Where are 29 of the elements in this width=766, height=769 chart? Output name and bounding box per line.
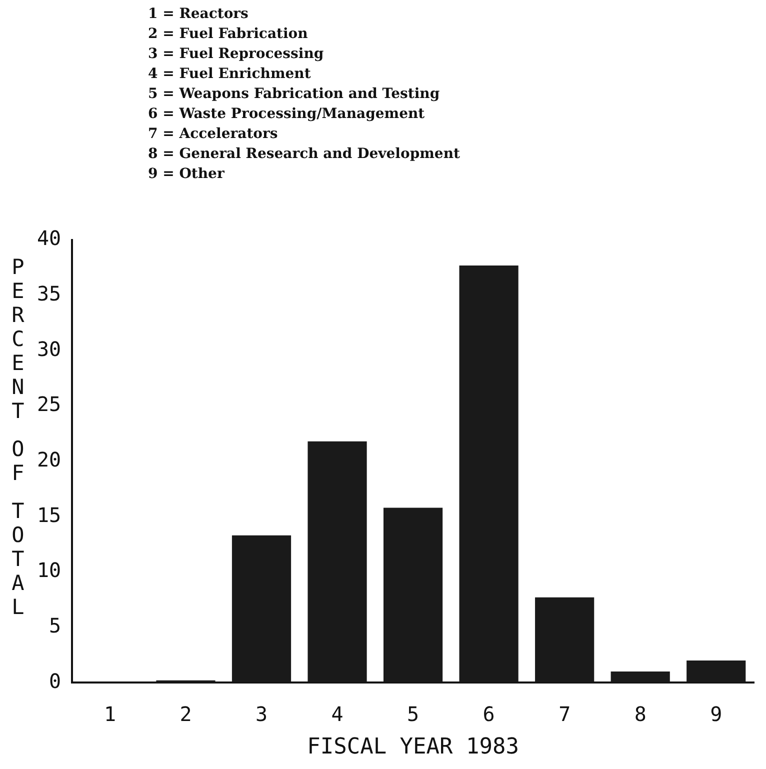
x-tick-label: 2	[180, 702, 192, 726]
y-tick-label: 25	[36, 392, 62, 416]
x-tick-label: 4	[331, 702, 344, 726]
text: 3 = Fuel Reprocessing	[148, 45, 325, 64]
text: 6 = Waste Processing/Management	[148, 105, 426, 124]
y-tick-label: 0	[49, 668, 62, 693]
y-tick-label: 35	[36, 282, 62, 306]
text: PERCENT OF TOTAL	[12, 255, 24, 619]
x-tick-label: 8	[634, 702, 646, 726]
y-tick-label: 30	[36, 336, 62, 361]
text: 1 = Reactors	[148, 5, 250, 24]
text: 7 = Accelerators	[148, 125, 279, 144]
x-tick-label: 9	[710, 702, 722, 726]
x-axis-title: FISCAL YEAR 1983	[307, 734, 519, 760]
x-tick-label: 1	[104, 702, 116, 726]
text: 5 = Weapons Fabrication and Testing	[148, 85, 441, 104]
x-tick-label: 5	[407, 702, 420, 726]
y-tick-label: 20	[36, 448, 62, 472]
text: 4 = Fuel Enrichment	[148, 65, 312, 84]
x-tick-label: 6	[482, 702, 495, 726]
text: 9 = Other	[148, 165, 226, 184]
x-tick-label: 3	[255, 702, 268, 726]
y-tick-label: 15	[36, 502, 62, 527]
y-tick-label: 40	[36, 226, 62, 250]
x-tick-label: 7	[558, 702, 571, 726]
text: 2 = Fuel Fabrication	[148, 25, 309, 44]
y-tick-label: 5	[49, 613, 62, 638]
y-tick-label: 10	[36, 558, 62, 582]
text: 8 = General Research and Development	[148, 145, 460, 164]
